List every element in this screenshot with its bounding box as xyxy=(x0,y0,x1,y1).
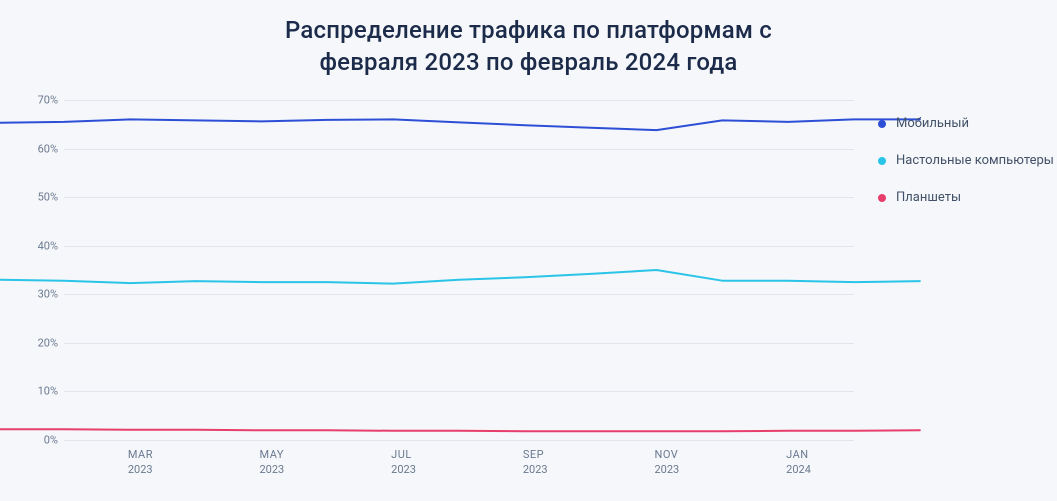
y-axis-label: 70% xyxy=(24,94,58,107)
plot-area: 0%10%20%30%40%50%60%70%MAR2023MAY2023JUL… xyxy=(64,100,854,440)
gridline xyxy=(64,343,854,344)
x-axis-month: MAR xyxy=(128,448,188,463)
y-axis-label: 20% xyxy=(24,336,58,349)
x-axis-year: 2023 xyxy=(128,463,188,478)
legend-label: Мобильный xyxy=(896,116,969,131)
x-axis-month: JAN xyxy=(786,448,846,463)
y-axis-label: 50% xyxy=(24,191,58,204)
chart-container: 0%10%20%30%40%50%60%70%MAR2023MAY2023JUL… xyxy=(24,100,1034,490)
x-axis-label: JAN2024 xyxy=(786,448,846,478)
gridline xyxy=(64,100,854,101)
gridline xyxy=(64,197,854,198)
x-axis-month: MAY xyxy=(260,448,320,463)
gridline xyxy=(64,391,854,392)
x-axis-year: 2023 xyxy=(391,463,451,478)
series-line xyxy=(0,429,920,431)
y-axis-label: 10% xyxy=(24,385,58,398)
x-axis-month: SEP xyxy=(523,448,583,463)
x-axis-year: 2023 xyxy=(260,463,320,478)
series-line xyxy=(0,119,920,130)
legend-dot-icon xyxy=(878,157,886,165)
x-axis-year: 2023 xyxy=(655,463,715,478)
legend-item: Планшеты xyxy=(878,190,1054,205)
x-axis-label: NOV2023 xyxy=(655,448,715,478)
y-axis-label: 60% xyxy=(24,142,58,155)
legend-label: Планшеты xyxy=(896,190,961,205)
x-axis-month: JUL xyxy=(391,448,451,463)
legend-item: Мобильный xyxy=(878,116,1054,131)
legend-item: Настольные компьютеры xyxy=(878,153,1054,168)
y-axis-label: 30% xyxy=(24,288,58,301)
x-axis-label: SEP2023 xyxy=(523,448,583,478)
x-axis-month: NOV xyxy=(655,448,715,463)
chart-title: Распределение трафика по платформам с фе… xyxy=(0,0,1057,79)
legend-dot-icon xyxy=(878,120,886,128)
gridline xyxy=(64,149,854,150)
x-axis-year: 2023 xyxy=(523,463,583,478)
x-axis-label: MAY2023 xyxy=(260,448,320,478)
y-axis-label: 40% xyxy=(24,239,58,252)
chart-title-line1: Распределение трафика по платформам с xyxy=(285,16,772,44)
x-axis-label: JUL2023 xyxy=(391,448,451,478)
x-axis-label: MAR2023 xyxy=(128,448,188,478)
gridline xyxy=(64,246,854,247)
gridline xyxy=(64,440,854,441)
legend-dot-icon xyxy=(878,194,886,202)
chart-title-line2: февраля 2023 по февраль 2024 года xyxy=(319,48,737,76)
x-axis-year: 2024 xyxy=(786,463,846,478)
y-axis-label: 0% xyxy=(24,434,58,447)
series-line xyxy=(0,270,920,284)
chart-lines-svg xyxy=(64,100,854,440)
legend: Мобильный Настольные компьютеры Планшеты xyxy=(878,116,1054,227)
legend-label: Настольные компьютеры xyxy=(896,153,1054,168)
gridline xyxy=(64,294,854,295)
